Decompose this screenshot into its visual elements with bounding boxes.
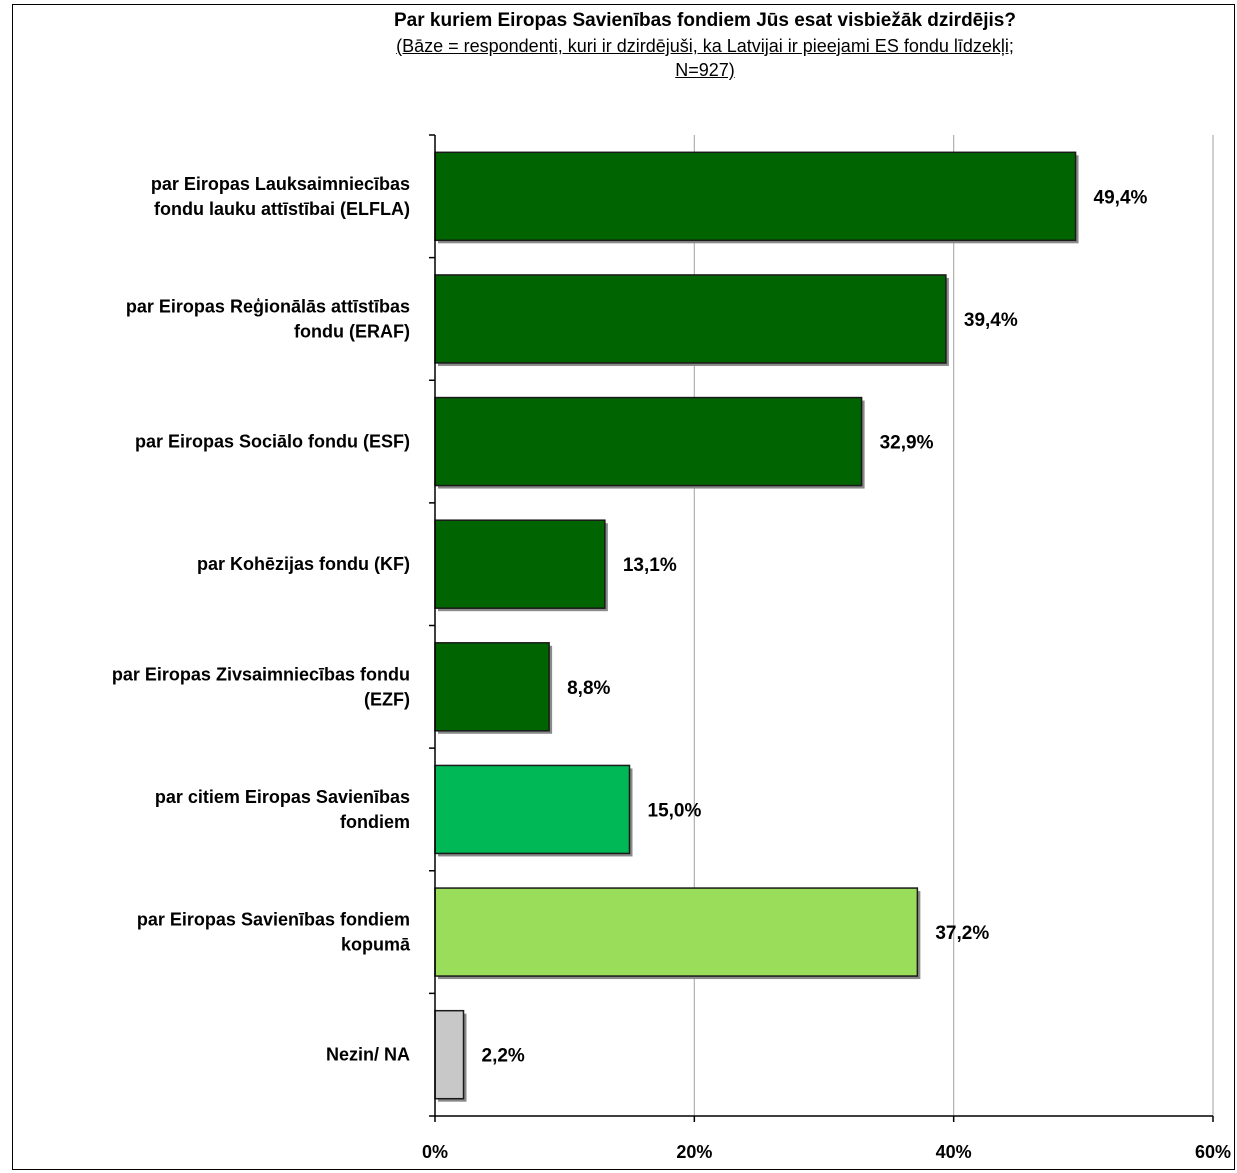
bar-2 <box>434 396 863 487</box>
bar-7 <box>434 1009 465 1100</box>
bar-1 <box>434 274 947 364</box>
bar-4 <box>434 642 550 732</box>
category-label-7-0: Nezin/ NA <box>326 1045 410 1065</box>
bar-3 <box>434 519 606 609</box>
category-label-0-0: par Eiropas Lauksaimniecības <box>151 174 410 194</box>
value-label-6: 37,2% <box>935 923 989 944</box>
category-label-1-0: par Eiropas Reģionālās attīstības <box>126 296 410 316</box>
chart-subtitle-line-1: (Bāze = respondenti, kuri ir dzirdējuši,… <box>396 36 1014 56</box>
category-label-6-0: par Eiropas Savienības fondiem <box>137 910 410 930</box>
x-tick-label-0: 0% <box>422 1142 448 1162</box>
chart-title: Par kuriem Eiropas Savienības fondiem Jū… <box>394 10 1016 31</box>
x-tick-label-2: 40% <box>936 1142 972 1162</box>
category-label-2-0: par Eiropas Sociālo fondu (ESF) <box>135 432 410 452</box>
value-label-0: 49,4% <box>1094 187 1148 208</box>
value-label-4: 8,8% <box>567 678 610 699</box>
category-label-3-0: par Kohēzijas fondu (KF) <box>197 554 410 574</box>
value-label-2: 32,9% <box>880 433 934 454</box>
chart-header: Par kuriem Eiropas Savienības fondiem Jū… <box>180 8 1230 82</box>
value-label-7: 2,2% <box>482 1046 525 1067</box>
x-tick-label-3: 60% <box>1195 1142 1231 1162</box>
category-label-5-1: fondiem <box>340 812 410 832</box>
x-tick-label-1: 20% <box>676 1142 712 1162</box>
category-label-5-0: par citiem Eiropas Savienības <box>155 787 410 807</box>
value-label-1: 39,4% <box>964 310 1018 331</box>
chart-frame <box>12 4 1235 1170</box>
category-label-4-0: par Eiropas Zivsaimniecības fondu <box>112 664 410 684</box>
category-label-4-1: (EZF) <box>364 689 410 709</box>
bar-5 <box>434 764 631 855</box>
category-label-6-1: kopumā <box>341 935 411 955</box>
category-label-1-1: fondu (ERAF) <box>294 321 410 341</box>
value-label-5: 15,0% <box>648 800 702 821</box>
category-label-0-1: fondu lauku attīstībai (ELFLA) <box>154 199 410 219</box>
bar-0 <box>434 151 1077 242</box>
value-label-3: 13,1% <box>623 555 677 576</box>
bar-6 <box>434 887 919 977</box>
chart-subtitle-line-2: N=927) <box>675 60 735 80</box>
chart-subtitle: (Bāze = respondenti, kuri ir dzirdējuši,… <box>180 34 1230 82</box>
